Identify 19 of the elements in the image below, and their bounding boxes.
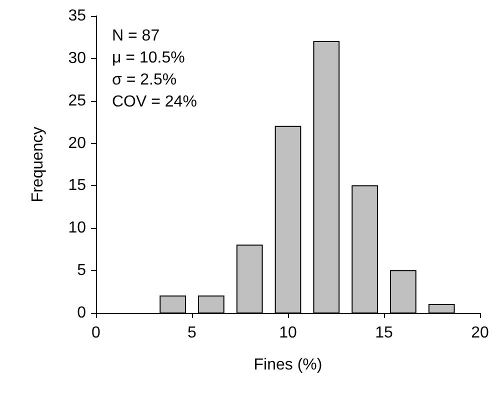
y-tick-label: 10 [68,220,86,237]
y-tick-label: 30 [68,50,86,67]
y-tick-label: 0 [77,304,86,322]
x-axis-title: Fines (%) [254,356,322,374]
annotation: N = 87 [112,28,160,44]
y-tick-label: 25 [68,92,86,110]
y-axis-title: Frequency [30,126,46,202]
annotation: μ = 10.5% [112,50,185,66]
x-tick-label: 5 [188,324,197,342]
x-tick-label: 15 [375,324,393,342]
y-tick-label: 20 [68,134,86,152]
annotation: σ = 2.5% [112,72,177,88]
x-tick-label: 10 [279,324,297,342]
x-tick-label: 20 [471,324,489,342]
annotation: COV = 24% [112,94,197,110]
y-tick-label: 5 [77,262,86,280]
x-tick-label: 0 [92,324,101,342]
y-tick-label: 15 [68,177,86,194]
y-tick-label: 35 [68,8,86,24]
